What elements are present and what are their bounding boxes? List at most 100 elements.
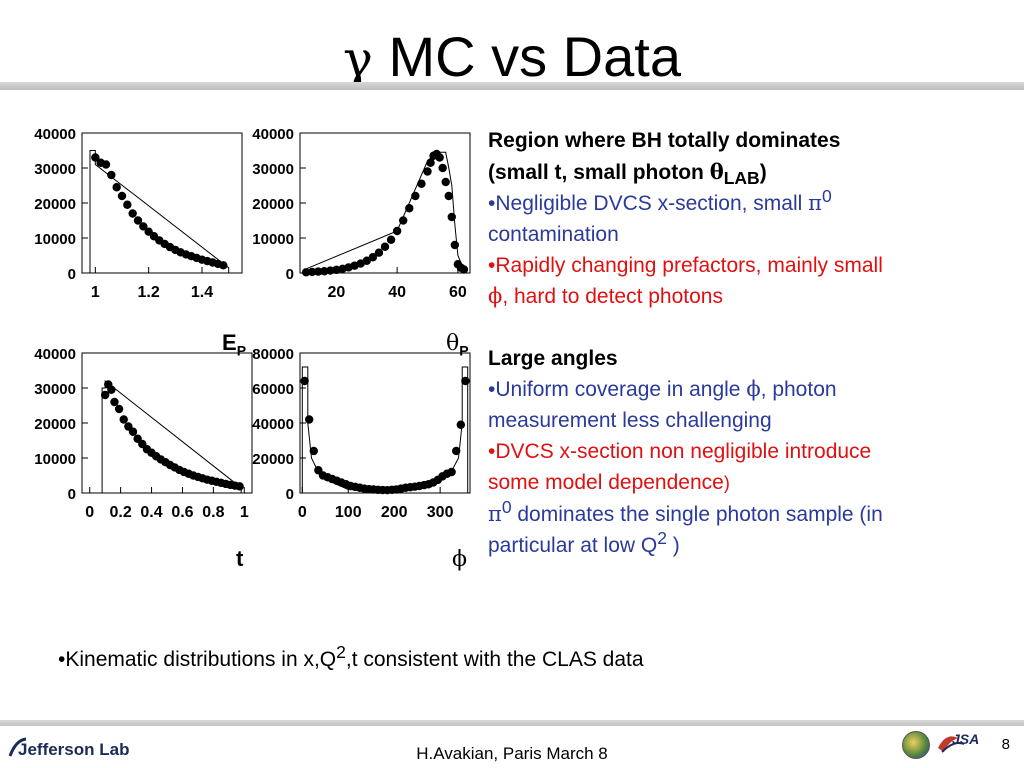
data-point: [107, 385, 116, 394]
doe-seal-icon: [902, 731, 930, 759]
x-tick-label: 0: [298, 504, 307, 521]
y-tick-label: 0: [68, 486, 76, 503]
y-tick-label: 40000: [34, 126, 76, 143]
y-tick-label: 80000: [252, 346, 294, 363]
y-tick-label: 30000: [252, 161, 294, 178]
x-tick-label: 0.8: [202, 504, 224, 521]
x-tick-label: 100: [335, 504, 362, 521]
data-point: [426, 158, 435, 167]
y-tick-label: 20000: [252, 451, 294, 468]
jsa-logo-text: JSA: [952, 731, 980, 747]
slide-title: γ MC vs Data: [0, 22, 1024, 94]
plot-t-xlabel: t: [236, 546, 244, 571]
y-tick-label: 40000: [252, 416, 294, 433]
data-point: [91, 153, 100, 162]
x-tick-label: 1: [91, 284, 100, 301]
plot-ep: 0 10000 20000 30000 40000 1 1.2 1.4: [22, 125, 272, 310]
data-point: [417, 179, 426, 188]
x-tick-label: 1: [240, 504, 249, 521]
jsa-logo-icon: [938, 736, 965, 753]
data-point: [304, 415, 314, 424]
y-tick-label: 0: [286, 266, 294, 283]
plot-thetap-svg: 0 10000 20000 30000 40000 20 40 60: [252, 126, 471, 301]
y-tick-label: 0: [286, 486, 294, 503]
footer-text: H.Avakian, Paris March 8: [416, 744, 608, 763]
data-point: [392, 226, 402, 236]
x-tick-label: 0.2: [110, 504, 132, 521]
bullet-dvcs-nonnegligible: •DVCS x-section non negligible introduce…: [488, 440, 872, 494]
jefferson-lab-logo-icon: [8, 737, 27, 757]
bullet-uniform-coverage: •Uniform coverage in angle ϕ, photon mea…: [488, 377, 837, 432]
title-gamma: γ: [343, 30, 373, 88]
plot-frame: [81, 352, 253, 494]
data-point: [128, 427, 138, 436]
x-tick-label: 0: [85, 504, 94, 521]
data-point: [459, 265, 469, 274]
data-point: [368, 253, 378, 262]
data-point: [114, 404, 124, 414]
x-tick-label: 40: [388, 284, 406, 301]
y-tick-label: 60000: [252, 381, 294, 398]
x-tick-label: 60: [449, 284, 467, 301]
plot-t: 0 10000 20000 30000 40000 0 0.2 0.4 0.6 0.8 1: [22, 345, 272, 530]
text-panel: Region where BH totally dominates (small…: [488, 125, 998, 561]
heading-large-angles: Large angles: [488, 347, 618, 370]
x-tick-label: 20: [328, 284, 346, 301]
plot-phi-xlabel: ϕ: [452, 547, 467, 572]
x-tick-label: 0.4: [140, 504, 162, 521]
data-point: [123, 200, 132, 209]
data-point: [314, 267, 323, 276]
y-tick-label: 30000: [34, 161, 76, 178]
x-tick-label: 300: [427, 504, 454, 521]
data-point: [447, 212, 456, 222]
data-point: [100, 390, 110, 400]
data-point: [219, 261, 228, 270]
plot-phi: 0 20000 40000 60000 80000 0 100 200 300: [240, 345, 475, 530]
data-point: [107, 170, 116, 180]
y-tick-label: 0: [68, 266, 76, 283]
data-point: [326, 266, 335, 275]
page-number: 8: [1001, 736, 1010, 753]
data-point: [307, 267, 317, 277]
y-tick-label: 40000: [252, 126, 294, 143]
data-point: [362, 256, 371, 265]
y-tick-label: 40000: [34, 346, 76, 363]
y-tick-label: 20000: [34, 196, 76, 213]
data-point: [300, 376, 309, 386]
data-point: [101, 160, 111, 169]
y-tick-label: 30000: [34, 381, 76, 398]
data-point: [133, 216, 143, 225]
plot-thetap: 0 10000 20000 30000 40000 20 40 60: [240, 125, 475, 310]
x-tick-label: 1.4: [191, 284, 213, 301]
data-point: [423, 167, 432, 176]
data-point: [320, 267, 329, 276]
jefferson-lab-logo-text: Jefferson Lab: [18, 740, 130, 759]
data-point: [435, 153, 444, 162]
bullet-pi0-dominates: π0 dominates the single photon sample (i…: [488, 497, 883, 557]
y-tick-label: 10000: [252, 231, 294, 248]
data-point: [301, 268, 311, 277]
x-tick-label: 0.6: [171, 504, 193, 521]
data-point: [139, 222, 148, 231]
data-point: [117, 191, 127, 201]
title-divider: [0, 82, 1024, 90]
data-point: [399, 216, 408, 225]
plot-ep-xlabel: EP: [222, 330, 247, 359]
data-point: [411, 191, 420, 201]
footer-divider: [0, 720, 1024, 726]
plot-frame: [299, 132, 471, 274]
y-tick-label: 10000: [34, 231, 76, 248]
heading-bh-region: Region where BH totally dominates: [488, 129, 841, 152]
data-point: [461, 376, 470, 386]
y-tick-label: 20000: [252, 196, 294, 213]
plot-t-svg: 0 10000 20000 30000 40000 0 0.2 0.4 0.6 0.8 1: [34, 346, 253, 521]
data-point: [405, 204, 414, 213]
x-tick-label: 1.2: [138, 284, 160, 301]
data-point: [112, 183, 121, 192]
plot-ep-svg: 0 10000 20000 30000 40000 1 1.2 1.4: [34, 126, 243, 301]
x-tick-label: 200: [381, 504, 408, 521]
data-point: [380, 242, 390, 251]
data-point: [309, 446, 318, 456]
data-point: [438, 163, 447, 173]
mc-histogram: [82, 150, 230, 274]
